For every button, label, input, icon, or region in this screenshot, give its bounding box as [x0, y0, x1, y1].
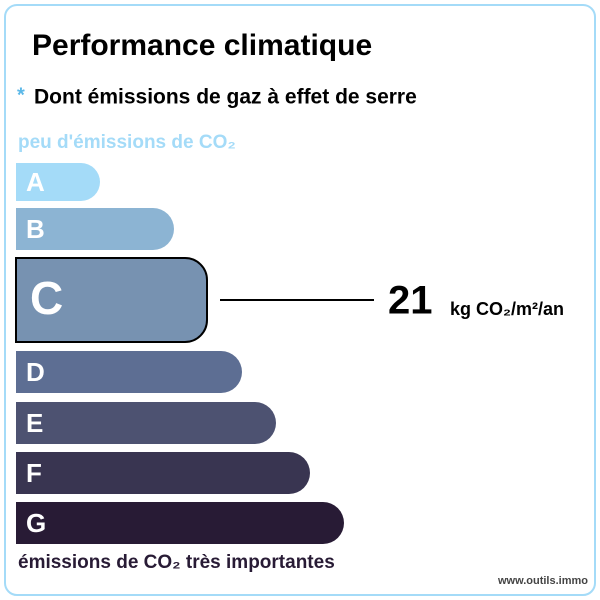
class-letter: E [26, 408, 43, 438]
class-bar [16, 452, 310, 494]
class-letter: G [26, 508, 46, 538]
class-bar [16, 502, 344, 544]
asterisk: * [17, 84, 25, 106]
class-letter: F [26, 458, 42, 488]
class-bar [16, 351, 242, 393]
subtitle: Dont émissions de gaz à effet de serre [34, 86, 417, 109]
source: www.outils.immo [497, 575, 588, 587]
class-letter: D [26, 357, 45, 387]
top-label: peu d'émissions de CO₂ [18, 132, 236, 153]
class-bar [16, 402, 276, 444]
title: Performance climatique [32, 29, 372, 62]
bottom-label: émissions de CO₂ très importantes [18, 552, 335, 573]
class-bar [15, 257, 208, 343]
class-letter: B [26, 214, 45, 244]
class-bar [16, 208, 174, 250]
result-value: 21 [388, 279, 433, 323]
class-letter: A [26, 167, 45, 197]
result-unit: kg CO₂/m²/an [450, 299, 564, 319]
class-bar [16, 163, 100, 201]
class-letter: C [30, 272, 63, 324]
